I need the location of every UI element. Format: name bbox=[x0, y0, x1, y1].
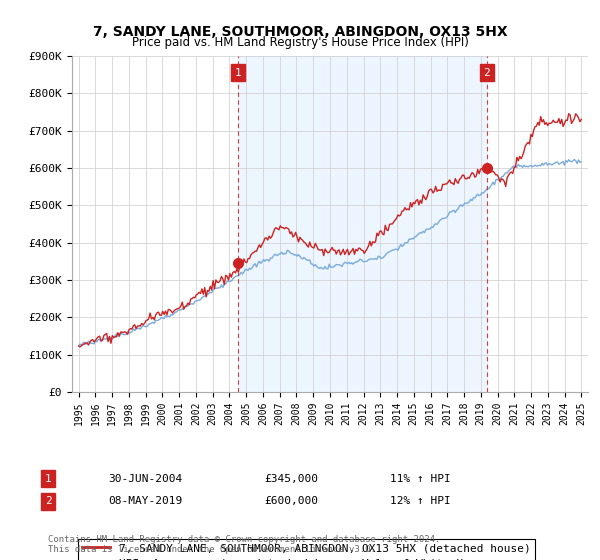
Legend: 7, SANDY LANE, SOUTHMOOR, ABINGDON, OX13 5HX (detached house), HPI: Average pric: 7, SANDY LANE, SOUTHMOOR, ABINGDON, OX13… bbox=[77, 539, 535, 560]
Text: 12% ↑ HPI: 12% ↑ HPI bbox=[390, 496, 451, 506]
Text: 08-MAY-2019: 08-MAY-2019 bbox=[108, 496, 182, 506]
Text: 2: 2 bbox=[44, 496, 52, 506]
Text: 2: 2 bbox=[484, 68, 490, 78]
Text: £345,000: £345,000 bbox=[264, 474, 318, 484]
Text: 1: 1 bbox=[44, 474, 52, 484]
Text: Contains HM Land Registry data © Crown copyright and database right 2024.
This d: Contains HM Land Registry data © Crown c… bbox=[48, 535, 440, 554]
Text: 1: 1 bbox=[235, 68, 241, 78]
Text: £600,000: £600,000 bbox=[264, 496, 318, 506]
Text: Price paid vs. HM Land Registry's House Price Index (HPI): Price paid vs. HM Land Registry's House … bbox=[131, 36, 469, 49]
Text: 30-JUN-2004: 30-JUN-2004 bbox=[108, 474, 182, 484]
Text: 11% ↑ HPI: 11% ↑ HPI bbox=[390, 474, 451, 484]
Bar bbox=[238, 56, 487, 392]
Text: 7, SANDY LANE, SOUTHMOOR, ABINGDON, OX13 5HX: 7, SANDY LANE, SOUTHMOOR, ABINGDON, OX13… bbox=[92, 25, 508, 39]
